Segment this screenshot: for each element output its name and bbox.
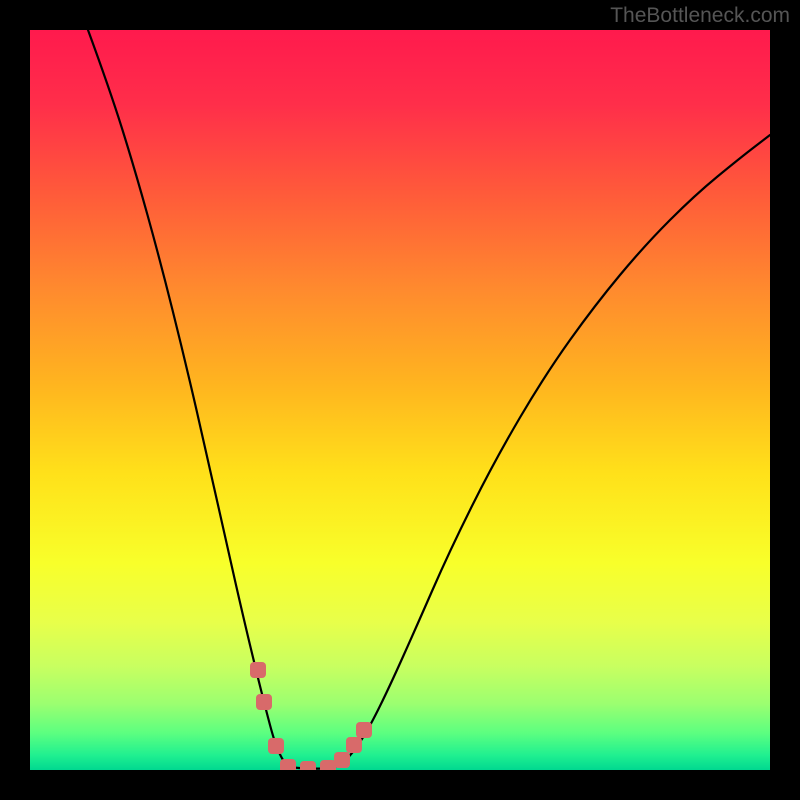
curve-marker <box>250 662 266 678</box>
curve-marker <box>346 737 362 753</box>
marker-layer <box>30 30 770 770</box>
outer-frame: TheBottleneck.com <box>0 0 800 800</box>
watermark-text: TheBottleneck.com <box>610 4 790 28</box>
curve-marker <box>280 759 296 770</box>
curve-marker <box>320 760 336 770</box>
curve-marker <box>334 752 350 768</box>
curve-marker <box>256 694 272 710</box>
curve-marker <box>268 738 284 754</box>
curve-marker <box>300 761 316 770</box>
curve-marker <box>356 722 372 738</box>
plot-area <box>30 30 770 770</box>
